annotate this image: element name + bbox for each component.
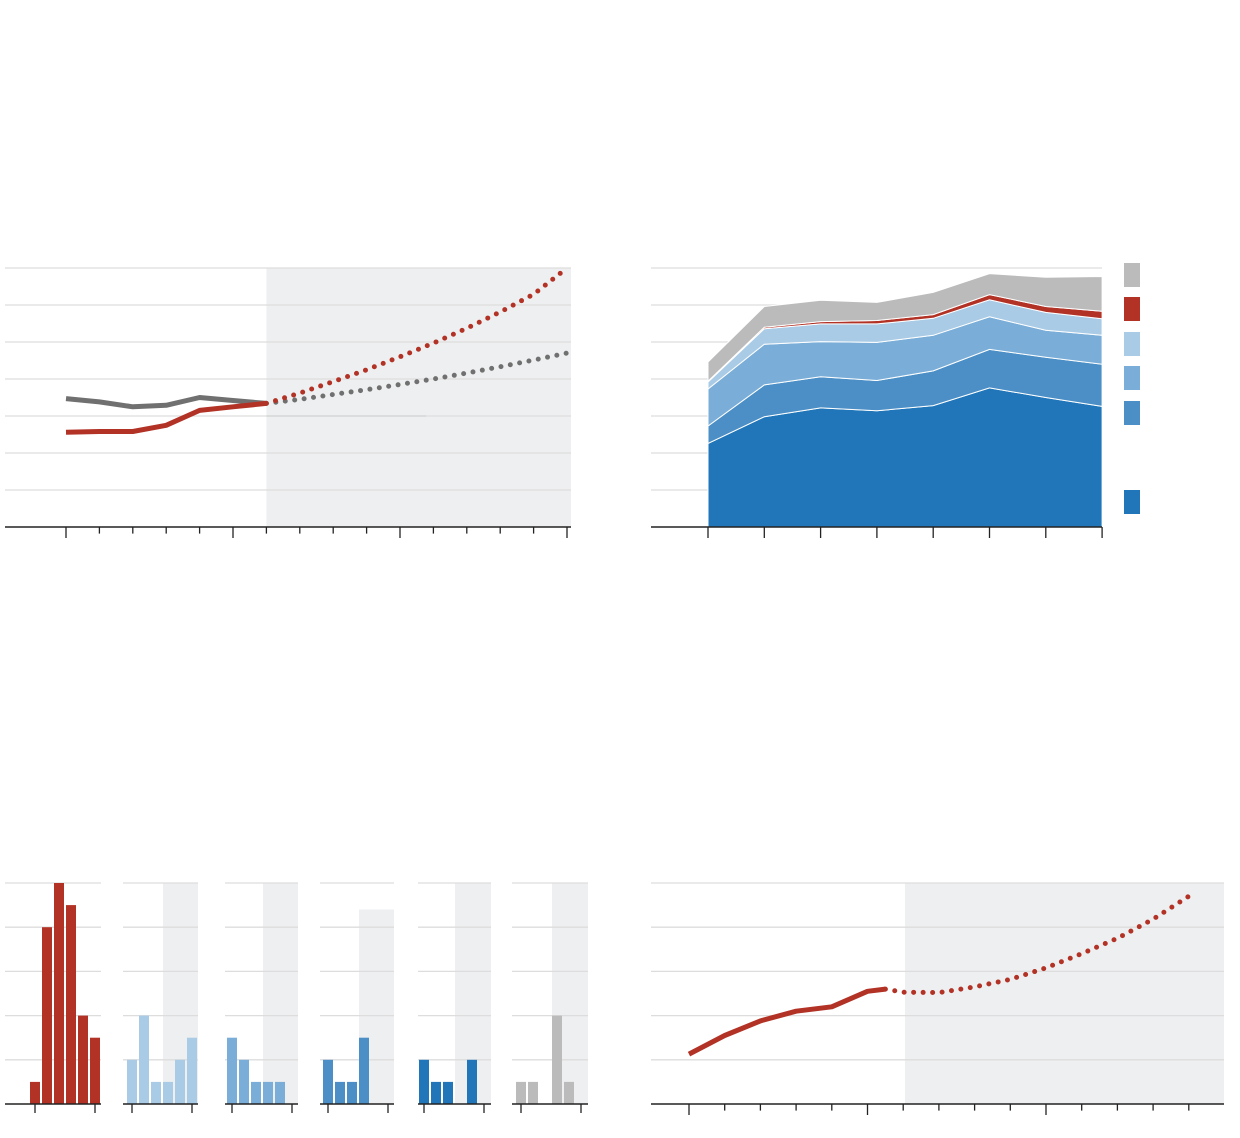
bar [443, 1081, 453, 1104]
bar [78, 1015, 88, 1104]
bar [359, 1037, 369, 1104]
bar [151, 1081, 161, 1104]
projection-shading [266, 268, 571, 527]
legend-swatch [1124, 366, 1140, 390]
bar [42, 927, 52, 1104]
bar [187, 1037, 197, 1104]
legend-swatch [1124, 263, 1140, 287]
legend-swatch [1124, 332, 1140, 356]
legend-swatch [1124, 297, 1140, 321]
projection-shading [905, 883, 1224, 1104]
bar-panel-1 [5, 882, 101, 1113]
bar [227, 1037, 237, 1104]
chart-4-line [651, 882, 1224, 1115]
bar-panel-2 [123, 882, 198, 1113]
series-line-1 [65, 395, 267, 410]
chart-3-bar-panels [5, 882, 588, 1113]
bar [54, 883, 64, 1104]
bar [552, 1015, 562, 1104]
bar [516, 1081, 526, 1104]
bar [163, 1081, 173, 1104]
bar-panel-4 [320, 882, 394, 1113]
bar [335, 1081, 345, 1104]
bar [175, 1059, 185, 1104]
bar-panel-3 [225, 882, 298, 1113]
series-line-2 [882, 893, 1192, 996]
bar [431, 1081, 441, 1104]
chart-2-stacked-area [651, 263, 1140, 538]
series-line-4 [263, 265, 570, 406]
legend-swatch [1124, 490, 1140, 514]
bar [90, 1037, 100, 1104]
bar-panel-6 [512, 882, 588, 1113]
bar [528, 1081, 538, 1104]
chart-1-line [5, 265, 571, 538]
bar [323, 1059, 333, 1104]
bar [419, 1059, 429, 1104]
bar [275, 1081, 285, 1104]
bar [263, 1081, 273, 1104]
bar [30, 1081, 40, 1104]
bar-panel-5 [418, 882, 491, 1113]
series-line-1 [687, 986, 886, 1057]
bar [467, 1059, 477, 1104]
projection-shading [263, 883, 298, 1104]
bar [347, 1081, 357, 1104]
series-line-2 [65, 400, 267, 435]
bar [564, 1081, 574, 1104]
bar [239, 1059, 249, 1104]
legend-swatch [1124, 401, 1140, 425]
series-line-3 [263, 350, 570, 406]
bar [251, 1081, 261, 1104]
area-layer-6 [707, 273, 1103, 382]
bar [66, 905, 76, 1104]
bar [127, 1059, 137, 1104]
bar [139, 1015, 149, 1104]
